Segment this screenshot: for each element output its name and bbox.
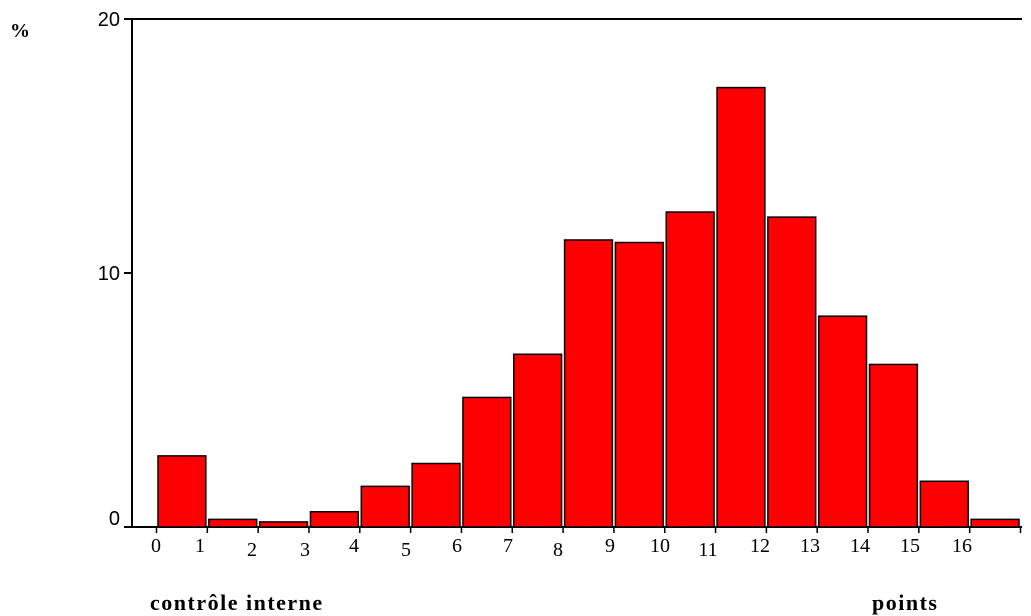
- y-axis-unit-label: %: [10, 20, 30, 42]
- bar-2: [258, 521, 309, 528]
- x-tick-label: 15: [900, 535, 920, 557]
- x-tick-label: 9: [605, 535, 615, 557]
- x-tick-label: 2: [247, 539, 257, 561]
- x-tick-label: 1: [195, 535, 205, 557]
- y-tick-label: 20: [98, 9, 120, 31]
- bar-10: [665, 211, 715, 528]
- y-tick-label: 0: [109, 508, 120, 530]
- x-axis-ticks: 0 1 2 3 4 5 6 7 8 9 10 11 12 13 14 15 16: [151, 527, 1022, 561]
- bar-14: [868, 363, 919, 528]
- x-tick-label: 4: [349, 535, 359, 557]
- bar-8: [563, 239, 614, 528]
- bar-13: [817, 315, 868, 528]
- bar-3: [309, 511, 360, 528]
- bar-7: [513, 353, 563, 528]
- bar-12: [767, 216, 817, 528]
- x-tick-label: 7: [503, 535, 513, 557]
- bar-0: [157, 455, 207, 528]
- x-tick-label: 8: [553, 539, 563, 561]
- bar-1: [208, 518, 258, 528]
- bar-9: [614, 241, 664, 528]
- bar-6: [462, 396, 512, 528]
- x-axis-label: contrôle interne: [150, 590, 324, 615]
- x-tick-label: 10: [650, 535, 670, 557]
- y-axis-ticks: 0 10 20: [98, 9, 132, 530]
- bar-15: [919, 480, 969, 528]
- bar-5: [411, 462, 461, 528]
- bar-4: [360, 485, 410, 528]
- x-tick-label: 3: [300, 539, 310, 561]
- x-tick-label: 5: [401, 539, 411, 561]
- bars: [157, 86, 1020, 528]
- x-tick-label: 14: [850, 535, 870, 557]
- x-tick-label: 16: [952, 535, 972, 557]
- x-tick-label: 11: [698, 539, 717, 561]
- bar-11: [716, 86, 766, 528]
- bar-16: [970, 518, 1020, 528]
- x-tick-label: 0: [151, 535, 161, 557]
- x-tick-label: 6: [452, 535, 462, 557]
- x-tick-label: 13: [800, 535, 820, 557]
- y-tick-label: 10: [98, 263, 120, 285]
- x-tick-label: 12: [750, 535, 770, 557]
- x-axis-unit-label: points: [872, 590, 939, 615]
